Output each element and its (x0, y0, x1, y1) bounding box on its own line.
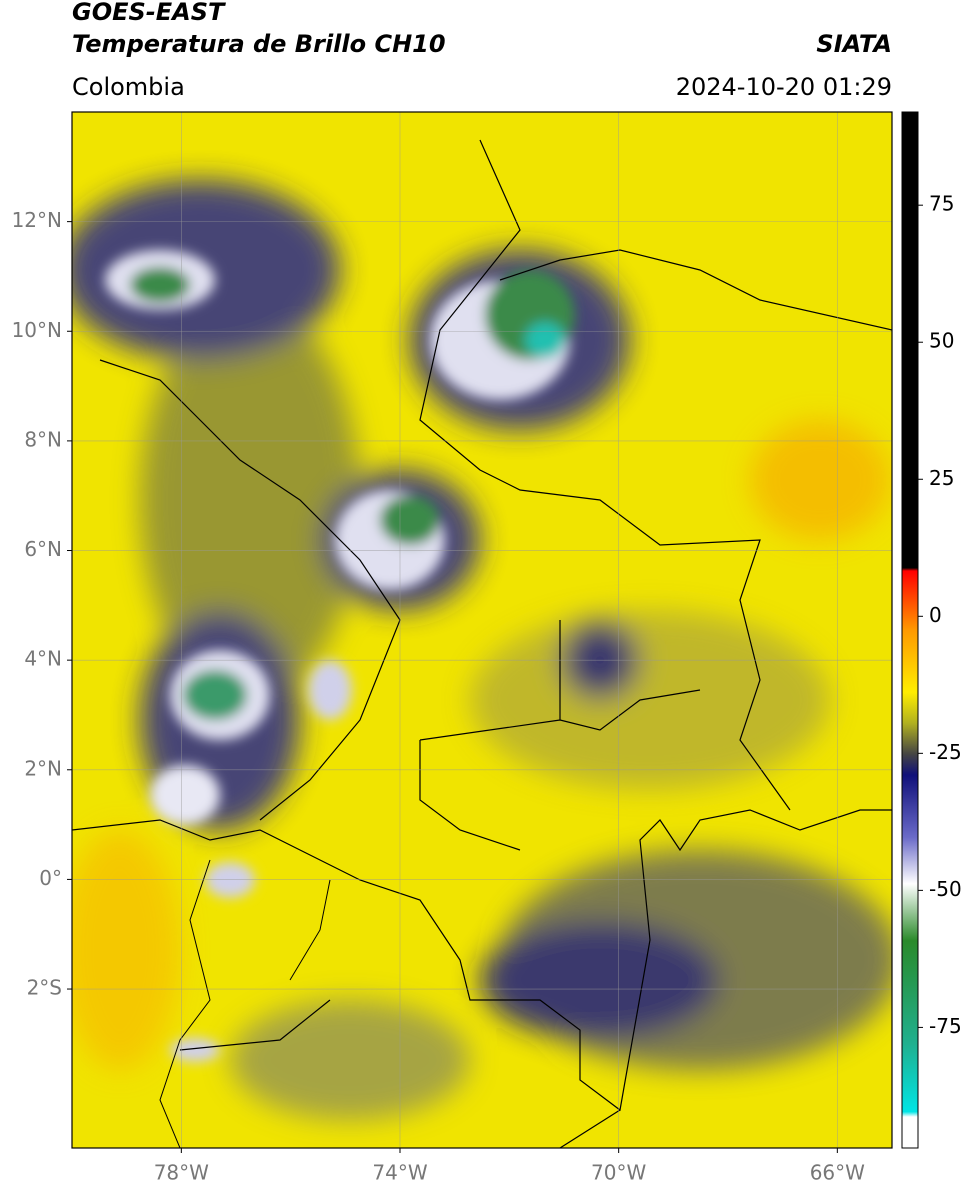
subtitle: Temperatura de Brillo CH10 (72, 30, 446, 58)
colorbar-tick-label: -75 (929, 1014, 962, 1038)
x-tick-label: 74°W (372, 1161, 427, 1185)
y-tick-label: 8°N (24, 427, 62, 451)
x-tick-label: 66°W (810, 1161, 865, 1185)
title: GOES-EAST (72, 0, 226, 26)
region: Colombia (72, 73, 185, 101)
colorbar-tick-label: -50 (929, 877, 962, 901)
colorbar (901, 111, 919, 1149)
y-tick-label: 2°S (27, 976, 62, 1000)
y-tick-label: 6°N (24, 537, 62, 561)
y-tick-label: 12°N (12, 208, 62, 232)
satellite-image (72, 112, 892, 1148)
x-tick-label: 78°W (154, 1161, 209, 1185)
x-tick-label: 70°W (591, 1161, 646, 1185)
datetime: 2024-10-20 01:29 (676, 73, 892, 101)
y-tick-label: 10°N (12, 318, 62, 342)
map-frame (71, 111, 893, 1149)
colorbar-tick-label: 0 (929, 603, 942, 627)
colorbar-tick-label: -25 (929, 740, 962, 764)
colorbar-tick-label: 50 (929, 329, 954, 353)
y-tick-label: 0° (39, 866, 62, 890)
colorbar-ticks: 75 50 25 0 -25 -50 -75 (918, 192, 962, 1038)
colorbar-tick-label: 25 (929, 466, 954, 490)
graticule (72, 112, 892, 1148)
y-tick-label: 2°N (24, 756, 62, 780)
y-tick-label: 4°N (24, 647, 62, 671)
source: SIATA (816, 30, 892, 58)
colorbar-tick-label: 75 (929, 192, 954, 216)
